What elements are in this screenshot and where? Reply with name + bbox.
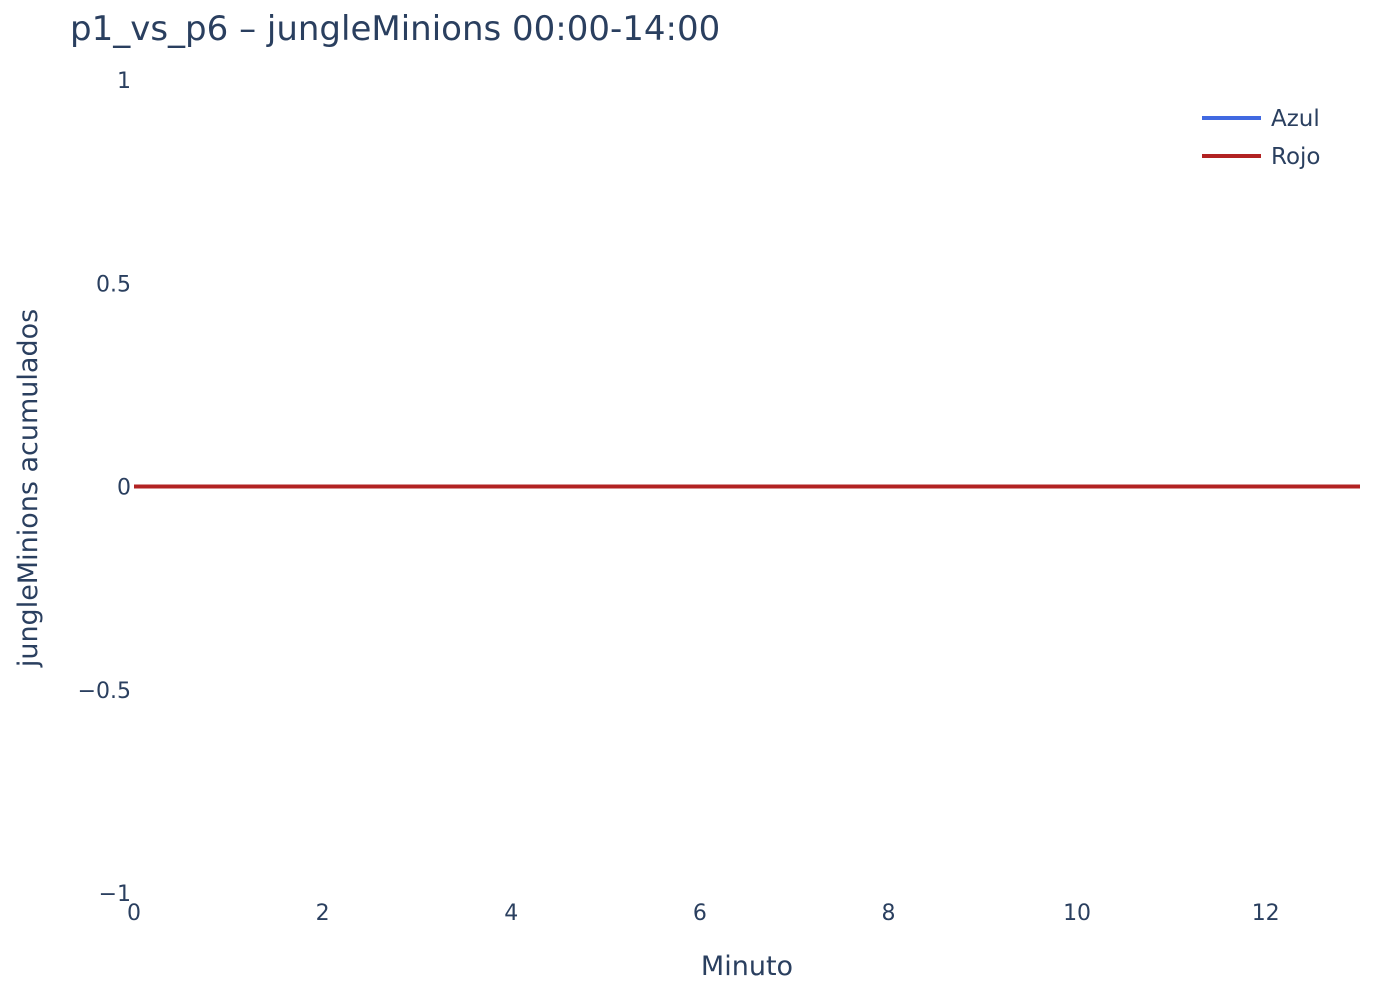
x-tick-label: 0: [127, 901, 141, 926]
chart-title: p1_vs_p6 – jungleMinions 00:00-14:00: [70, 9, 720, 49]
x-tick-label: 10: [1063, 901, 1091, 926]
legend-item-rojo[interactable]: Rojo: [1202, 144, 1320, 170]
y-tick-label: −0.5: [78, 679, 131, 704]
legend-label: Azul: [1271, 106, 1320, 132]
y-tick-label: 0.5: [96, 272, 131, 297]
legend[interactable]: Azul Rojo: [1202, 106, 1320, 170]
legend-item-azul[interactable]: Azul: [1202, 106, 1320, 132]
x-axis-label: Minuto: [701, 951, 793, 982]
y-tick-label: 1: [117, 69, 131, 94]
x-tick-label: 2: [316, 901, 330, 926]
y-tick-label: 0: [117, 476, 131, 501]
y-axis-label: jungleMinions acumulados: [13, 309, 44, 668]
x-tick-labels: 0 2 4 6 8 10 12: [127, 901, 1280, 926]
x-tick-label: 4: [504, 901, 518, 926]
y-tick-labels: 1 0.5 0 −0.5 −1: [78, 69, 131, 907]
legend-label: Rojo: [1271, 144, 1320, 170]
y-tick-label: −1: [99, 882, 131, 907]
x-tick-label: 6: [693, 901, 707, 926]
x-tick-label: 8: [881, 901, 895, 926]
x-tick-label: 12: [1252, 901, 1280, 926]
